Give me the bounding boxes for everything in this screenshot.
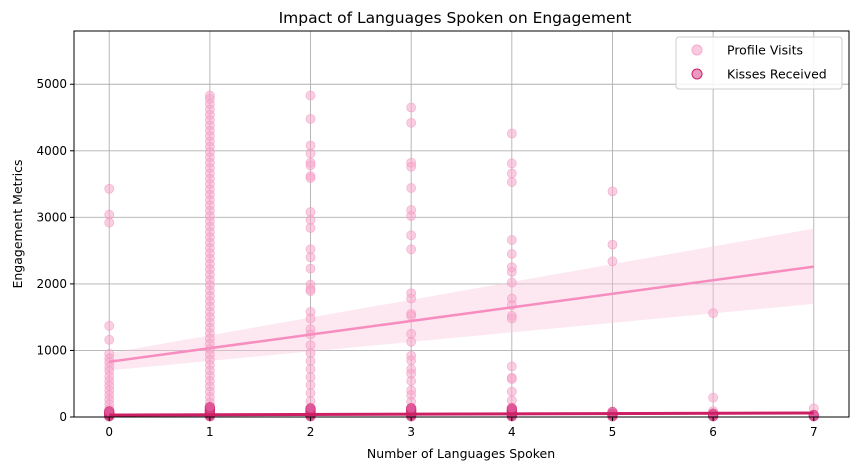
profile-visits-point: [506, 235, 517, 245]
legend-marker-kisses-received: [691, 68, 703, 80]
x-tick-label: 5: [609, 425, 617, 439]
profile-visits-point: [506, 267, 517, 277]
legend-label-kisses-received: Kisses Received: [727, 67, 827, 82]
x-tick-label: 4: [508, 425, 516, 439]
x-tick-label: 6: [709, 425, 717, 439]
kisses-received-point: [506, 403, 518, 414]
y-tick-label: 3000: [36, 210, 67, 224]
x-tick-label: 1: [206, 425, 214, 439]
profile-visits-point: [305, 223, 316, 233]
chart-title: Impact of Languages Spoken on Engagement: [279, 9, 632, 27]
profile-visits-point: [406, 102, 417, 113]
y-tick-label: 5000: [36, 77, 67, 91]
profile-visits-point: [506, 313, 517, 324]
x-tick-label: 3: [407, 425, 415, 439]
profile-visits-point: [406, 310, 417, 321]
profile-visits-point: [406, 355, 417, 366]
profile-visits-point: [406, 161, 417, 172]
profile-visits-point: [708, 392, 719, 403]
x-tick-label: 7: [810, 425, 818, 439]
x-axis-label: Number of Languages Spoken: [367, 446, 555, 461]
profile-visits-point: [406, 117, 417, 128]
profile-visits-point: [607, 239, 618, 250]
y-axis-ticks: 0 1000 2000 3000 4000 5000: [36, 77, 74, 424]
profile-visits-point: [305, 160, 316, 171]
y-tick-label: 0: [59, 410, 67, 424]
profile-visits-point: [104, 320, 115, 331]
profile-visits-point: [406, 211, 417, 221]
kisses-received-trend-line: [109, 411, 814, 417]
data-points: [104, 90, 819, 422]
profile-visits-point: [406, 230, 417, 241]
profile-visits-point: [406, 376, 417, 386]
profile-visits-point: [104, 217, 115, 228]
profile-visits-point: [305, 148, 316, 159]
kisses-received-point: [204, 401, 216, 413]
profile-visits-point: [305, 313, 316, 324]
profile-visits-point: [506, 128, 517, 139]
profile-visits-point: [708, 308, 719, 319]
profile-visits-point: [305, 173, 316, 183]
profile-visits-point: [104, 183, 115, 194]
y-tick-label: 4000: [36, 144, 67, 158]
confidence-bands: [109, 228, 814, 371]
y-axis-label: Engagement Metrics: [10, 159, 25, 288]
profile-visits-point: [607, 186, 618, 197]
profile-visits-point: [506, 374, 517, 384]
profile-visits-point: [506, 277, 517, 288]
profile-visits-point: [305, 252, 316, 263]
profile-visits-point: [406, 336, 417, 347]
trend-lines: [109, 265, 814, 417]
profile-visits-point: [305, 113, 316, 124]
profile-visits-point: [506, 386, 517, 397]
profile-visits-point: [506, 361, 517, 372]
profile-visits-trend-line: [109, 265, 814, 364]
kisses-received-point: [607, 406, 618, 418]
kisses-received-point: [405, 403, 417, 414]
x-tick-label: 0: [105, 425, 113, 439]
profile-visits-point: [506, 168, 517, 179]
plot-frame: [73, 30, 850, 418]
x-tick-label: 2: [307, 425, 315, 439]
profile-visits-point: [506, 177, 517, 187]
profile-visits-point: [406, 293, 417, 304]
legend-label-profile-visits: Profile Visits: [727, 43, 803, 58]
legend-frame: [675, 36, 843, 90]
x-axis-ticks: 0 1 2 3 4 5 6 7: [105, 417, 818, 439]
profile-visits-point: [305, 90, 316, 101]
legend-marker-profile-visits: [691, 44, 703, 56]
profile-visits-point: [406, 183, 417, 193]
profile-visits-point: [506, 158, 517, 169]
kisses-received-point: [305, 403, 316, 414]
y-tick-label: 1000: [36, 343, 67, 357]
profile-visits-confidence-band: [109, 228, 814, 371]
y-tick-label: 2000: [36, 277, 67, 291]
profile-visits-point: [305, 286, 316, 297]
profile-visits-point: [506, 249, 517, 259]
profile-visits-point: [607, 256, 618, 267]
profile-visits-point: [104, 334, 115, 345]
profile-visits-point: [406, 244, 417, 255]
legend: Profile Visits Kisses Received: [675, 36, 843, 90]
profile-visits-point: [305, 263, 316, 274]
